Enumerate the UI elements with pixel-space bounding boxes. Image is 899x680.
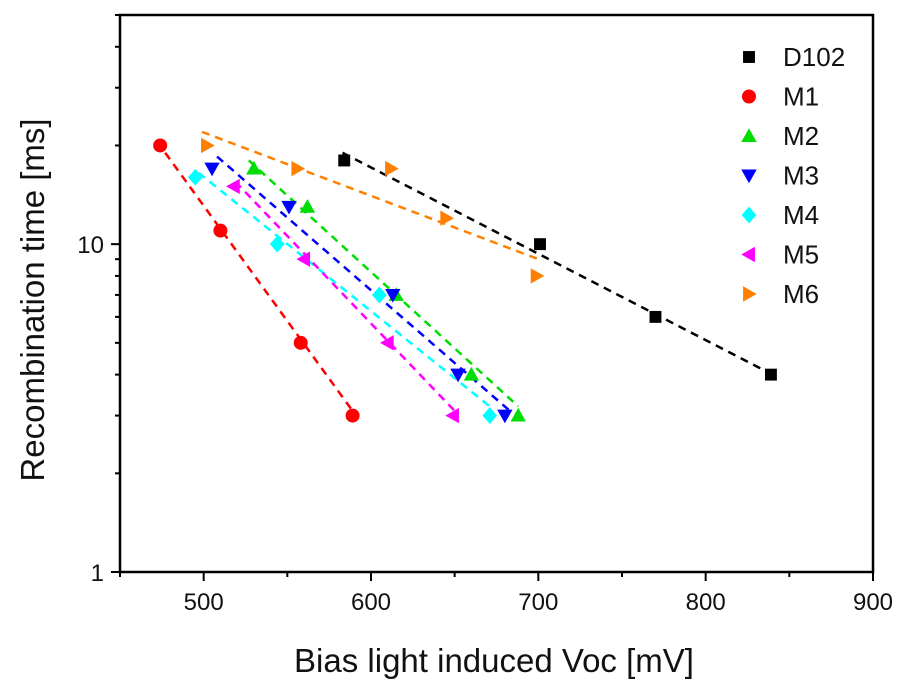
- point-m5: [445, 407, 459, 424]
- point-m4: [187, 168, 203, 186]
- point-m3: [497, 409, 513, 424]
- legend-marker-m5: [741, 246, 755, 263]
- x-axis: 500 600 700 800 900: [119, 572, 893, 616]
- fit-line-m4: [197, 171, 491, 408]
- legend-label-m5: M5: [783, 240, 819, 270]
- legend-label-m6: M6: [783, 279, 819, 309]
- fit-line-d102: [341, 151, 774, 376]
- y-tick-label: 1: [91, 560, 104, 587]
- point-d102: [649, 310, 662, 323]
- legend-marker-m4: [741, 206, 757, 224]
- plot-border: [118, 13, 875, 574]
- point-d102: [534, 238, 546, 251]
- point-d102: [764, 368, 777, 381]
- point-m6: [385, 160, 399, 177]
- x-tick-label: 600: [351, 589, 391, 616]
- point-m3: [450, 368, 466, 383]
- point-m1: [153, 138, 168, 153]
- y-tick-label: 10: [77, 232, 104, 259]
- fit-line-m6: [201, 130, 539, 261]
- data-markers: [153, 137, 777, 424]
- legend-marker-m6: [743, 286, 757, 302]
- point-m2: [299, 199, 316, 213]
- point-m5: [226, 178, 240, 195]
- point-m5: [296, 251, 311, 267]
- x-tick-label: 800: [686, 589, 726, 616]
- point-m4: [269, 235, 285, 253]
- point-m6: [291, 160, 306, 177]
- point-m4: [372, 286, 387, 304]
- x-axis-title: Bias light induced Voc [mV]: [294, 642, 694, 679]
- point-m1: [213, 223, 228, 238]
- point-m4: [482, 407, 498, 424]
- legend: D102 M1 M2 M3 M4 M5 M6: [741, 42, 845, 309]
- legend-marker-m3: [741, 169, 757, 184]
- point-m2: [510, 407, 526, 422]
- fit-line-m1: [164, 152, 354, 412]
- point-m1: [293, 335, 308, 350]
- point-m6: [530, 268, 545, 284]
- fit-line-m2: [248, 159, 520, 408]
- point-m3: [281, 200, 297, 215]
- legend-marker-m2: [741, 128, 757, 142]
- legend-label-m4: M4: [783, 200, 819, 230]
- point-m1: [345, 408, 360, 423]
- plot-frame: [118, 13, 875, 574]
- point-m3: [204, 162, 220, 177]
- fit-line-m5: [234, 180, 456, 412]
- point-m6: [440, 210, 454, 226]
- point-m2: [246, 160, 262, 175]
- point-m2: [463, 366, 480, 381]
- x-tick-label: 900: [853, 589, 893, 616]
- y-axis-title: Recombination time [ms]: [14, 118, 51, 481]
- point-d102: [338, 154, 351, 167]
- fit-line-m3: [216, 155, 511, 412]
- y-axis: 1 10: [77, 14, 120, 587]
- x-tick-label: 700: [518, 589, 558, 616]
- x-tick-label: 500: [184, 589, 224, 616]
- legend-marker-d102: [743, 51, 755, 63]
- point-m5: [380, 335, 394, 351]
- legend-label-m3: M3: [783, 161, 819, 191]
- legend-label-m1: M1: [783, 82, 819, 112]
- point-m3: [385, 288, 401, 303]
- point-m6: [201, 137, 215, 154]
- legend-label-d102: D102: [783, 42, 845, 72]
- legend-marker-m1: [742, 89, 756, 104]
- legend-label-m2: M2: [783, 121, 819, 151]
